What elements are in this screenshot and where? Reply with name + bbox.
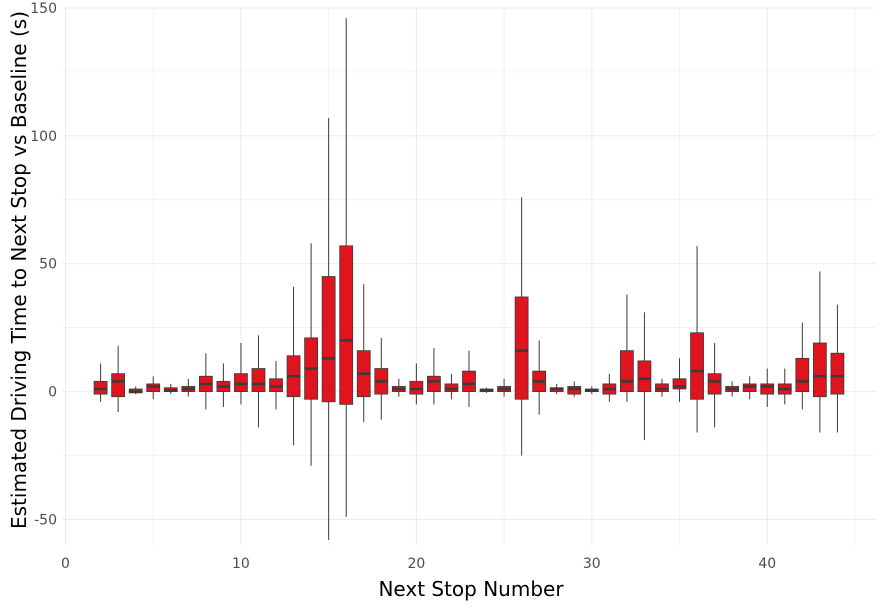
x-tick-label: 30: [583, 556, 601, 572]
box-group: [304, 243, 319, 466]
y-tick-label: 0: [48, 385, 57, 401]
box-body: [321, 276, 336, 403]
box-group: [707, 342, 722, 428]
box-group: [198, 353, 213, 410]
box-group: [549, 383, 564, 395]
box-group: [339, 18, 354, 517]
box-group: [444, 373, 459, 400]
box-group: [234, 342, 248, 405]
box-body: [795, 357, 810, 392]
x-axis-tick-labels: 0 10 20 30 40: [61, 556, 776, 572]
grid-lines: [62, 7, 876, 545]
box-group: [812, 271, 827, 433]
y-tick-label: 150: [30, 1, 57, 17]
box-group: [725, 381, 740, 397]
box-group: [742, 376, 757, 400]
box-group: [163, 383, 178, 395]
box-body: [462, 370, 476, 392]
box-group: [321, 117, 336, 540]
y-tick-label: -50: [34, 512, 57, 528]
box-group: [356, 284, 371, 423]
box-group: [602, 373, 617, 402]
box-group: [251, 335, 266, 428]
box-group: [637, 312, 652, 441]
box-group: [269, 360, 283, 410]
box-group: [655, 378, 669, 397]
box-body: [567, 386, 582, 395]
box-body: [444, 383, 459, 392]
box-group: [374, 337, 389, 420]
y-axis-title: Estimated Driving Time to Next Stop vs B…: [7, 11, 31, 529]
box-group: [690, 245, 704, 433]
box-group: [584, 386, 599, 395]
box-group: [619, 294, 634, 402]
box-group: [427, 348, 441, 405]
box-group: [514, 197, 529, 456]
box-group: [479, 387, 494, 393]
box-group: [409, 363, 424, 405]
x-tick-label: 10: [232, 556, 250, 572]
box-group: [128, 386, 143, 395]
box-body: [514, 296, 529, 400]
y-axis-tick-labels: -50 0 50 100 150: [30, 1, 57, 528]
x-tick-label: 40: [758, 556, 776, 572]
box-body: [234, 373, 248, 392]
box-body: [637, 360, 652, 392]
box-group: [760, 368, 775, 407]
box-group: [795, 322, 810, 410]
box-body: [707, 373, 722, 395]
box-group: [532, 340, 547, 415]
box-body: [339, 245, 354, 405]
box-body: [690, 332, 704, 400]
box-group: [111, 345, 126, 413]
box-body: [619, 350, 634, 392]
box-group: [146, 376, 161, 400]
box-body: [409, 380, 424, 395]
box-body: [760, 383, 775, 395]
box-body: [742, 383, 757, 392]
box-group: [391, 378, 406, 397]
y-tick-label: 100: [30, 129, 57, 145]
box-body: [93, 380, 108, 395]
x-tick-label: 0: [61, 556, 70, 572]
box-group: [497, 378, 511, 397]
y-tick-label: 50: [39, 257, 57, 273]
box-group: [777, 368, 792, 405]
box-body: [146, 383, 161, 392]
box-body: [251, 368, 266, 392]
box-group: [93, 363, 108, 402]
box-group: [462, 350, 476, 407]
box-body: [655, 383, 669, 392]
box-body: [427, 375, 441, 392]
x-tick-label: 20: [407, 556, 425, 572]
box-group: [830, 304, 845, 433]
box-group: [672, 358, 687, 402]
box-group: [567, 381, 582, 397]
box-group: [286, 286, 301, 446]
box-body: [830, 352, 845, 395]
box-group: [216, 363, 231, 407]
box-body: [812, 342, 827, 398]
x-axis-title: Next Stop Number: [378, 577, 564, 601]
box-group: [181, 378, 196, 397]
box-series: [93, 18, 845, 540]
box-body: [269, 378, 283, 392]
box-body: [111, 373, 126, 398]
box-body: [672, 378, 687, 390]
